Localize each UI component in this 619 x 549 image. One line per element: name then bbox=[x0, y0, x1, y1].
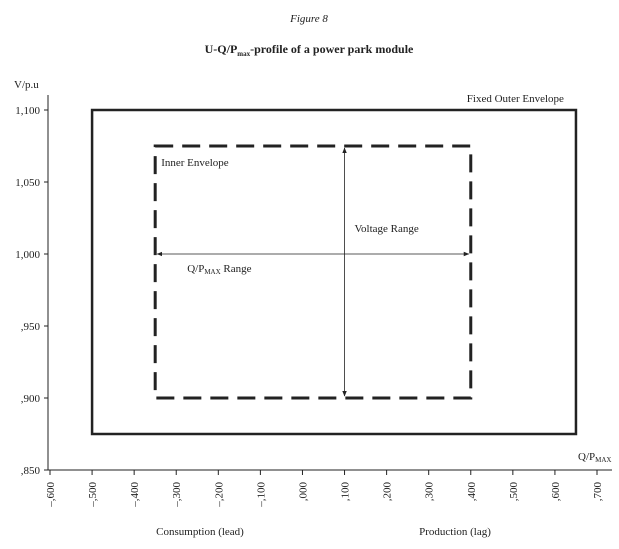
consumption-label: Consumption (lead) bbox=[156, 526, 244, 538]
chart-title: U-Q/Pmax-profile of a power park module bbox=[205, 42, 414, 58]
x-tick-label: –,600 bbox=[45, 482, 57, 508]
outer-label: Fixed Outer Envelope bbox=[467, 93, 564, 105]
y-axis-label: V/p.u bbox=[14, 79, 39, 91]
y-tick-label: 1,050 bbox=[15, 177, 40, 189]
x-tick-label: –,400 bbox=[129, 482, 141, 508]
title-part: U-Q/P bbox=[205, 42, 238, 56]
x-tick-label: ,200 bbox=[382, 482, 394, 502]
title-sub: max bbox=[237, 50, 250, 58]
x-tick-label: ,500 bbox=[508, 482, 520, 502]
x-tick-label: –,100 bbox=[255, 482, 267, 508]
title-part: -profile of a power park module bbox=[250, 42, 414, 56]
production-label: Production (lag) bbox=[419, 526, 491, 538]
x-tick-label: –,500 bbox=[87, 482, 99, 508]
x-label-part: Q/P bbox=[578, 451, 595, 463]
outer-envelope bbox=[90, 108, 578, 436]
y-tick-label: ,850 bbox=[21, 465, 41, 477]
x-axis-label: Q/PMAX bbox=[578, 451, 611, 464]
y-tick-label: 1,000 bbox=[15, 249, 40, 261]
q-range-part: Range bbox=[221, 263, 252, 275]
inner-label: Inner Envelope bbox=[161, 157, 229, 169]
x-label-sub: MAX bbox=[595, 456, 611, 464]
y-tick-label: 1,100 bbox=[15, 105, 40, 117]
x-tick-label: ,300 bbox=[424, 482, 436, 502]
x-tick-label: ,700 bbox=[592, 482, 604, 502]
inner-envelope bbox=[153, 144, 473, 400]
y-tick-label: ,900 bbox=[21, 393, 41, 405]
q-range-sub: MAX bbox=[204, 268, 220, 276]
y-tick-label: ,950 bbox=[21, 321, 41, 333]
voltage-range-label: Voltage Range bbox=[355, 223, 419, 235]
x-tick-label: ,100 bbox=[340, 482, 352, 502]
x-tick-label: –,200 bbox=[213, 482, 225, 508]
x-tick-label: ,000 bbox=[297, 482, 309, 502]
q-range-label: Q/PMAX Range bbox=[187, 263, 251, 276]
x-tick-label: –,300 bbox=[171, 482, 183, 508]
figure-label: Figure 8 bbox=[289, 13, 328, 25]
x-tick-label: ,400 bbox=[466, 482, 478, 502]
q-range-part: Q/P bbox=[187, 263, 204, 275]
x-tick-label: ,600 bbox=[550, 482, 562, 502]
